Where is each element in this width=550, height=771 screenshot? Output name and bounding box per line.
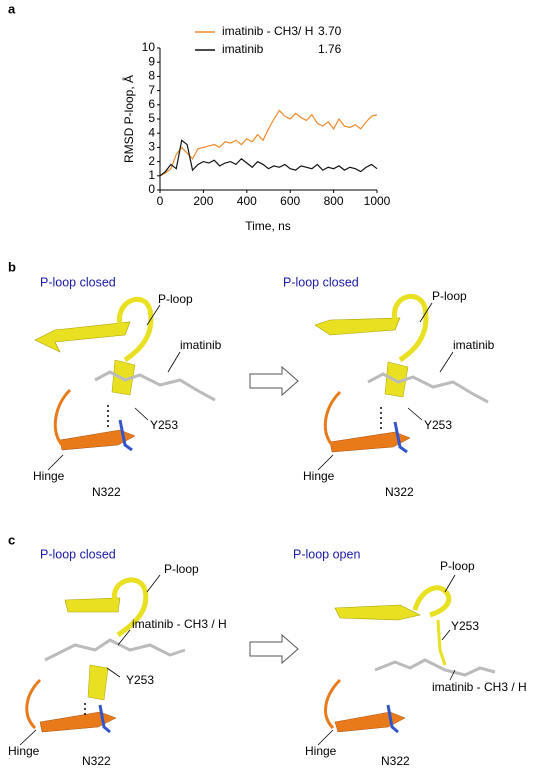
- annotation: Hinge: [8, 744, 40, 758]
- y-tick-label: 4: [148, 125, 155, 139]
- panel-label: a: [8, 1, 16, 16]
- panel-label: c: [8, 532, 15, 547]
- y-tick-label: 8: [148, 69, 155, 83]
- panel-c: c P-loop closed P-loop open P-loop imati…: [8, 532, 527, 768]
- x-tick-label: 800: [324, 194, 344, 208]
- y-tick-label: 5: [148, 111, 155, 125]
- annotation: N322: [92, 485, 121, 499]
- annotation-line: [106, 667, 121, 678]
- structure: [34, 296, 216, 452]
- annotation: imatinib: [453, 338, 495, 352]
- view-title: P-loop closed: [40, 547, 116, 561]
- y-tick-label: 9: [148, 54, 155, 68]
- annotation: Hinge: [305, 744, 337, 758]
- annotation-line: [117, 629, 131, 646]
- y-tick-label: 1: [148, 168, 155, 182]
- annotation-line: [441, 629, 451, 641]
- annotation-line: [134, 407, 149, 421]
- transition-arrow: [249, 365, 299, 397]
- y-tick-label: 10: [142, 40, 156, 54]
- annotation-line: [439, 351, 454, 373]
- y-tick-label: 7: [148, 83, 155, 97]
- annotation-line: [47, 454, 64, 471]
- structure: [314, 294, 489, 454]
- structure: [324, 585, 496, 734]
- view-title: P-loop open: [293, 547, 360, 561]
- annotation-line: [19, 729, 37, 746]
- annotation: P-loop: [158, 292, 193, 306]
- annotation-line: [317, 729, 334, 746]
- annotation: N322: [385, 485, 414, 499]
- annotation: Y253: [451, 619, 479, 633]
- panel-b: b P-loop closed P-loop closed P-loop ima…: [8, 259, 495, 499]
- x-tick-label: 200: [193, 194, 213, 208]
- annotation-line: [407, 407, 423, 421]
- series-line: [159, 109, 378, 177]
- structure: [25, 577, 186, 734]
- annotation: Hinge: [33, 469, 65, 483]
- annotation-line: [167, 351, 181, 373]
- y-tick-label: 0: [148, 182, 155, 196]
- legend-label: imatinib: [222, 42, 264, 56]
- annotation: imatinib: [180, 338, 222, 352]
- x-tick-label: 1000: [364, 194, 391, 208]
- annotation: P-loop: [440, 559, 475, 573]
- panel-label: b: [8, 259, 16, 274]
- annotation: Y253: [150, 418, 178, 432]
- y-tick-label: 2: [148, 154, 155, 168]
- legend-value: 3.70: [318, 24, 342, 38]
- annotation: Hinge: [303, 469, 335, 483]
- annotation-line: [317, 454, 334, 471]
- transition-arrow: [249, 633, 299, 665]
- annotation: P-loop: [164, 562, 199, 576]
- x-axis-label: Time, ns: [245, 219, 291, 233]
- y-axis-label: RMSD P-loop, Å: [121, 75, 136, 163]
- legend-label: imatinib - CH3/ H: [222, 24, 313, 38]
- annotation: N322: [82, 754, 111, 768]
- x-tick-label: 0: [157, 194, 164, 208]
- annotation: Y253: [126, 673, 154, 687]
- y-tick-label: 3: [148, 140, 155, 154]
- legend-value: 1.76: [318, 42, 342, 56]
- annotation-line: [444, 574, 456, 593]
- annotation: imatinib - CH3 / H: [432, 680, 527, 694]
- annotation: N322: [381, 754, 410, 768]
- annotation: Y253: [424, 418, 452, 432]
- view-title: P-loop closed: [40, 275, 116, 289]
- annotation-line: [419, 302, 433, 323]
- annotation-line: [449, 669, 456, 681]
- y-tick-label: 6: [148, 97, 155, 111]
- annotation: P-loop: [432, 289, 467, 303]
- series-line: [159, 139, 378, 177]
- view-title: P-loop closed: [283, 275, 359, 289]
- x-tick-label: 400: [237, 194, 257, 208]
- annotation-line: [146, 574, 161, 593]
- annotation-line: [146, 304, 161, 326]
- annotation: imatinib - CH3 / H: [132, 617, 227, 631]
- x-tick-label: 600: [280, 194, 300, 208]
